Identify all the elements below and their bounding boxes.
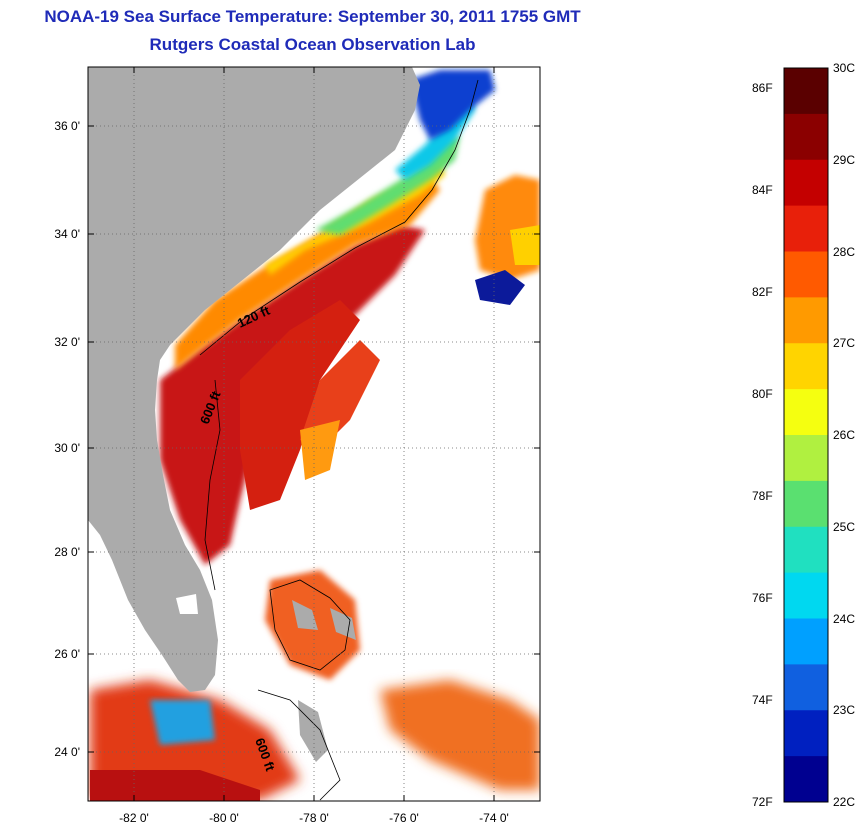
sst-orange-patch-1 bbox=[300, 340, 380, 450]
lat-tick-36: 36 0' bbox=[54, 119, 80, 133]
colorbar-fahrenheit-label: 82F bbox=[752, 285, 773, 299]
sst-orange-patch-2 bbox=[300, 420, 340, 480]
colorbar-band bbox=[784, 297, 828, 344]
colorbar-fahrenheit-label: 80F bbox=[752, 387, 773, 401]
colorbar-frame bbox=[783, 67, 829, 803]
sst-field bbox=[90, 70, 540, 801]
colorbar-band bbox=[784, 480, 828, 528]
colorbar-celsius-label: 26C bbox=[833, 428, 856, 442]
colorbar-band bbox=[784, 68, 828, 115]
lon-tick-76: -76 0' bbox=[389, 811, 419, 825]
colorbar-band bbox=[784, 435, 828, 482]
map-subtitle: Rutgers Coastal Ocean Observation Lab bbox=[149, 35, 476, 54]
graticule bbox=[88, 67, 540, 801]
lon-tick-82: -82 0' bbox=[119, 811, 149, 825]
sst-warm-offshore bbox=[240, 300, 360, 510]
land-bahamas-1 bbox=[292, 600, 318, 630]
map-title: NOAA-19 Sea Surface Temperature: Septemb… bbox=[44, 7, 581, 26]
colorbar-band bbox=[784, 113, 828, 161]
sst-orange-band bbox=[175, 175, 440, 370]
colorbar-celsius-label: 24C bbox=[833, 611, 856, 626]
lon-tick-74: -74 0' bbox=[479, 811, 509, 825]
colorbar-fahrenheit-label: 86F bbox=[752, 81, 773, 95]
colorbar-band bbox=[784, 526, 828, 574]
lat-tick-34: 34 0' bbox=[54, 227, 80, 241]
colorbar-celsius-label: 28C bbox=[833, 244, 856, 259]
colorbar-fahrenheit-label: 74F bbox=[752, 693, 773, 707]
colorbar-celsius-label: 23C bbox=[833, 703, 856, 718]
colorbar-fahrenheit-label: 76F bbox=[752, 591, 773, 605]
colorbar-band bbox=[784, 710, 828, 757]
colorbar-fahrenheit-label: 78F bbox=[752, 489, 773, 503]
tick-marks bbox=[88, 67, 540, 801]
sst-cool-patch bbox=[150, 700, 215, 745]
colorbar-band bbox=[784, 618, 828, 665]
colorbar-celsius-label: 27C bbox=[833, 336, 856, 351]
land-southeast-us bbox=[88, 67, 420, 692]
lat-tick-32: 32 0' bbox=[54, 335, 80, 349]
lat-tick-30: 30 0' bbox=[54, 441, 80, 455]
colorbar-band bbox=[784, 251, 828, 298]
sst-warm-core bbox=[160, 225, 425, 565]
colorbar-celsius-label: 30C bbox=[833, 61, 856, 75]
land-bahamas-2 bbox=[330, 608, 356, 640]
colorbar-band bbox=[784, 664, 828, 711]
lon-tick-80: -80 0' bbox=[209, 811, 239, 825]
colorbar-band bbox=[784, 159, 828, 207]
sst-east-yellow bbox=[510, 225, 540, 265]
colorbar-band bbox=[784, 389, 828, 436]
colorbar-celsius-label: 29C bbox=[833, 152, 856, 167]
colorbar-band bbox=[784, 343, 828, 390]
colorbar-celsius-label: 22C bbox=[833, 795, 856, 809]
map-plot-area: 120 ft 600 ft 600 ft bbox=[88, 67, 540, 801]
sst-florida-straits bbox=[90, 770, 260, 801]
sst-green-band bbox=[315, 135, 460, 235]
depth-contours bbox=[199, 79, 479, 801]
sst-east-cold bbox=[475, 270, 525, 305]
lake-okeechobee bbox=[176, 594, 198, 614]
colorbar bbox=[784, 68, 828, 803]
colorbar-band bbox=[784, 756, 828, 803]
sst-cold-northeast bbox=[410, 70, 495, 140]
colorbar-fahrenheit-label: 72F bbox=[752, 795, 773, 809]
lat-tick-24: 24 0' bbox=[54, 745, 80, 759]
lon-tick-78: -78 0' bbox=[299, 811, 329, 825]
colorbar-celsius-label: 25C bbox=[833, 519, 856, 534]
colorbar-band bbox=[784, 572, 828, 619]
colorbar-band bbox=[784, 205, 828, 252]
colorbar-fahrenheit-label: 84F bbox=[752, 183, 773, 197]
lat-tick-28: 28 0' bbox=[54, 545, 80, 559]
sst-southeast-patch bbox=[380, 680, 540, 790]
lat-tick-26: 26 0' bbox=[54, 647, 80, 661]
